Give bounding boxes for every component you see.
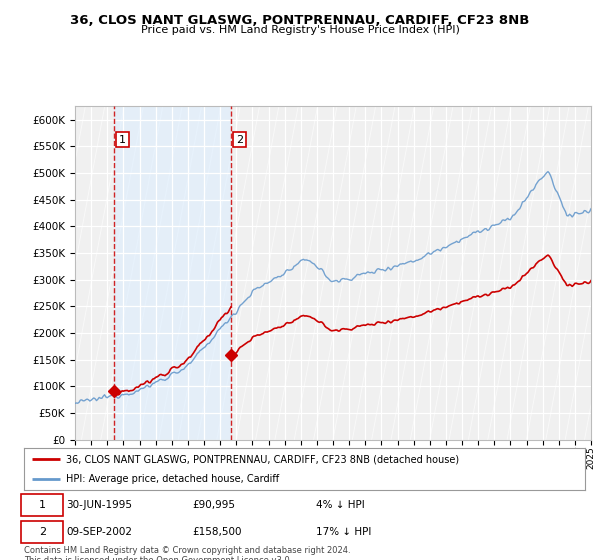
Text: 30-JUN-1995: 30-JUN-1995: [66, 500, 132, 510]
FancyBboxPatch shape: [21, 521, 63, 543]
Text: Contains HM Land Registry data © Crown copyright and database right 2024.
This d: Contains HM Land Registry data © Crown c…: [24, 546, 350, 560]
Text: 2: 2: [236, 135, 243, 144]
Text: 36, CLOS NANT GLASWG, PONTPRENNAU, CARDIFF, CF23 8NB (detached house): 36, CLOS NANT GLASWG, PONTPRENNAU, CARDI…: [66, 454, 459, 464]
Text: Price paid vs. HM Land Registry's House Price Index (HPI): Price paid vs. HM Land Registry's House …: [140, 25, 460, 35]
Text: 2: 2: [38, 527, 46, 537]
Text: 1: 1: [119, 135, 126, 144]
Text: 17% ↓ HPI: 17% ↓ HPI: [316, 527, 371, 537]
FancyBboxPatch shape: [21, 494, 63, 516]
Text: £158,500: £158,500: [192, 527, 242, 537]
Text: 4% ↓ HPI: 4% ↓ HPI: [316, 500, 364, 510]
Text: 1: 1: [39, 500, 46, 510]
Text: 09-SEP-2002: 09-SEP-2002: [66, 527, 132, 537]
Bar: [114, 106, 231, 440]
Text: HPI: Average price, detached house, Cardiff: HPI: Average price, detached house, Card…: [66, 474, 279, 484]
Text: £90,995: £90,995: [192, 500, 235, 510]
Text: 36, CLOS NANT GLASWG, PONTPRENNAU, CARDIFF, CF23 8NB: 36, CLOS NANT GLASWG, PONTPRENNAU, CARDI…: [70, 14, 530, 27]
